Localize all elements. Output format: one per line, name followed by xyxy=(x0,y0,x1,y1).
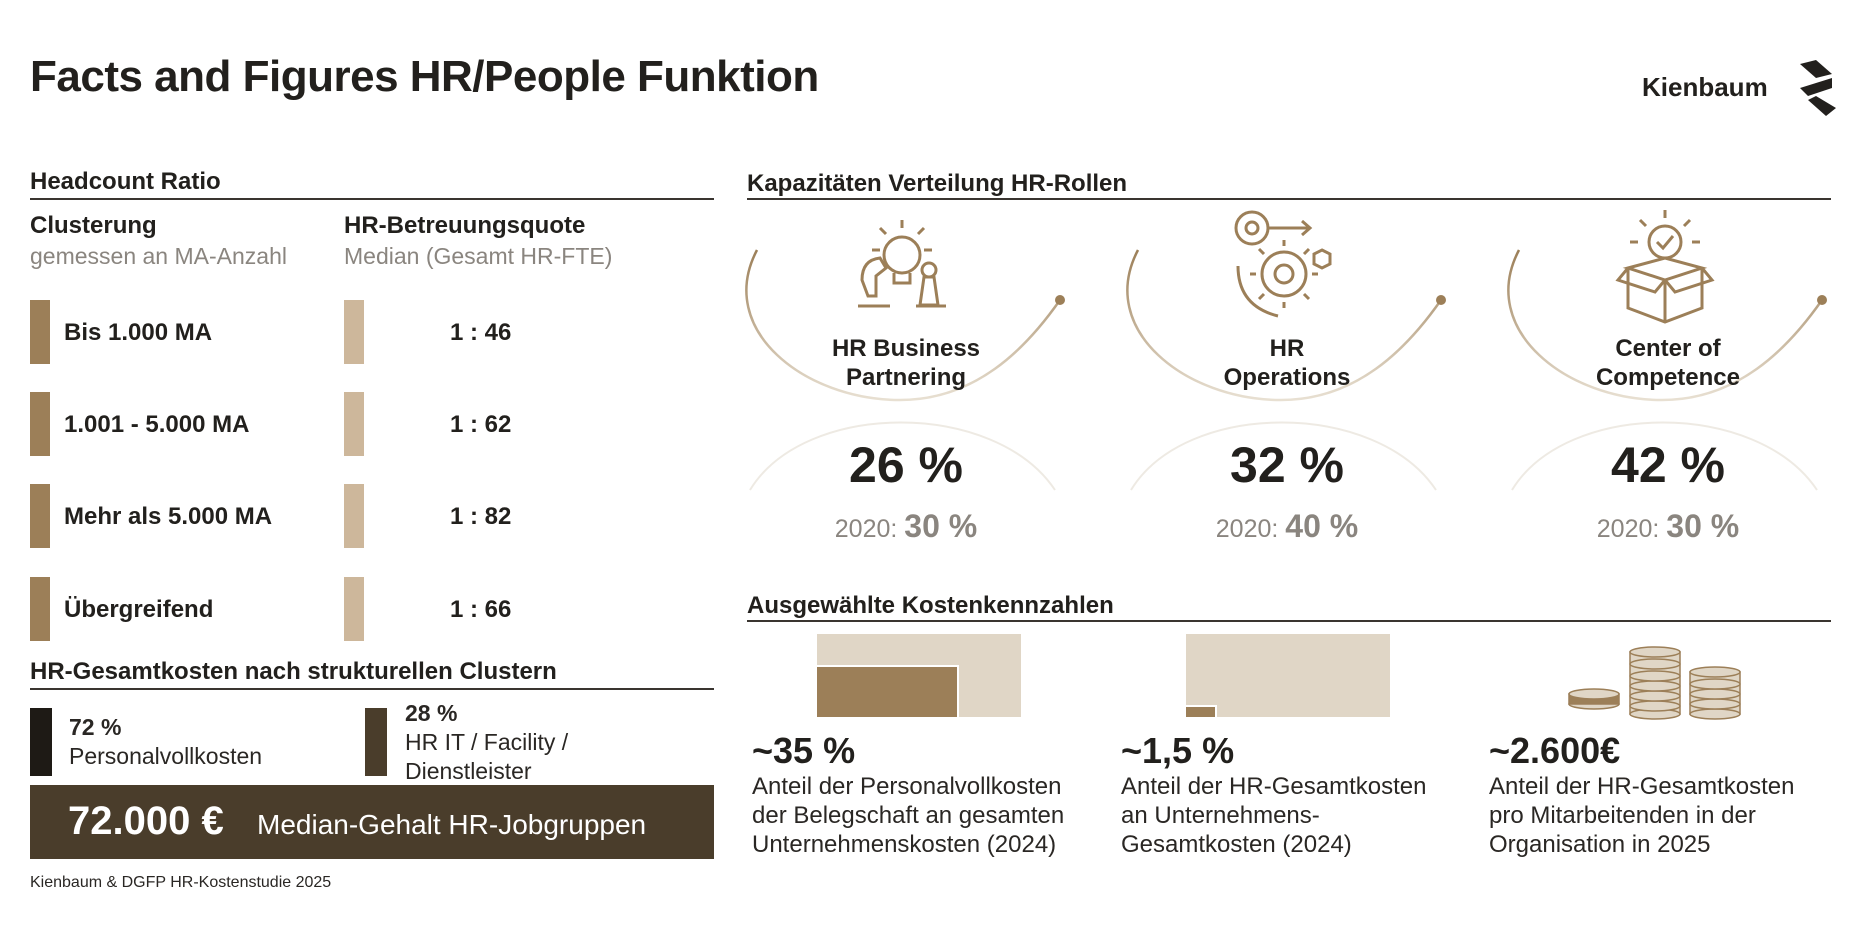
personalkosten-label: Personalvollkosten xyxy=(69,743,263,769)
ratio-bar xyxy=(344,484,364,548)
cost-description: Anteil der HR-Gesamtkosten an Unternehme… xyxy=(1121,772,1461,859)
cost-desc-line: der Belegschaft an gesamten xyxy=(752,802,1065,829)
source-note: Kienbaum & DGFP HR-Kostenstudie 2025 xyxy=(30,874,332,891)
share-fill xyxy=(1186,705,1217,717)
divider xyxy=(747,620,1831,622)
row-label: Übergreifend xyxy=(64,596,214,623)
gesamtkosten-heading: HR-Gesamtkosten nach strukturellen Clust… xyxy=(30,658,557,685)
role-percentage: 42 % xyxy=(1611,437,1725,493)
ratio-value: 1 : 82 xyxy=(450,503,512,530)
role-arc xyxy=(1507,240,1837,515)
role-title-line2: Partnering xyxy=(845,364,967,391)
salary-label: Median-Gehalt HR-Jobgruppen xyxy=(257,809,647,840)
cost-desc-line: Anteil der Personalvollkosten xyxy=(752,773,1062,800)
kienbaum-logo-icon xyxy=(1796,60,1836,121)
prev-value: 30 % xyxy=(904,508,978,544)
cost-desc-line: pro Mitarbeitenden in der xyxy=(1489,802,1756,829)
row-bar xyxy=(30,300,50,364)
role-previous: 2020: 30 % xyxy=(1548,508,1788,545)
costs-heading: Ausgewählte Kostenkennzahlen xyxy=(747,592,1114,619)
row-bar xyxy=(30,484,50,548)
prev-label: 2020: xyxy=(1596,515,1660,543)
cost-value: ~35 % xyxy=(752,730,856,771)
divider xyxy=(747,198,1831,200)
it-facility-label-2: Dienstleister xyxy=(405,758,532,784)
prev-label: 2020: xyxy=(834,515,898,543)
divider xyxy=(30,198,714,200)
cost-value: ~2.600€ xyxy=(1489,730,1621,771)
row-label: Bis 1.000 MA xyxy=(64,319,213,346)
brand-name: Kienbaum xyxy=(1642,72,1768,102)
prev-value: 30 % xyxy=(1666,508,1740,544)
salary-banner: 72.000 € Median-Gehalt HR-Jobgruppen xyxy=(30,785,714,859)
headcount-heading: Headcount Ratio xyxy=(30,168,221,195)
divider xyxy=(30,688,714,690)
share-chart xyxy=(817,634,1021,717)
row-label: Mehr als 5.000 MA xyxy=(64,503,273,530)
col1-subtitle: gemessen an MA-Anzahl xyxy=(30,243,287,269)
role-title: HR Operations xyxy=(1167,334,1407,392)
role-percentage: 32 % xyxy=(1230,437,1344,493)
role-previous: 2020: 40 % xyxy=(1167,508,1407,545)
row-bar xyxy=(30,392,50,456)
page-title: Facts and Figures HR/People Funktion xyxy=(30,52,819,101)
personalkosten-pct: 72 % xyxy=(69,714,122,740)
col2-subtitle: Median (Gesamt HR-FTE) xyxy=(344,243,613,269)
role-previous: 2020: 30 % xyxy=(786,508,1026,545)
ratio-value: 1 : 46 xyxy=(450,319,512,346)
cost-desc-line: Anteil der HR-Gesamtkosten xyxy=(1121,773,1427,800)
coins-icon xyxy=(1568,644,1748,729)
cost-desc-line: Anteil der HR-Gesamtkosten xyxy=(1489,773,1795,800)
cost-description: Anteil der Personalvollkosten der Belegs… xyxy=(752,772,1092,859)
prev-label: 2020: xyxy=(1215,515,1279,543)
salary-value: 72.000 € xyxy=(68,799,224,843)
idea-chess-icon xyxy=(852,210,952,325)
role-arc xyxy=(1126,240,1456,515)
ratio-bar xyxy=(344,300,364,364)
role-title-line1: Center of xyxy=(1615,335,1721,362)
row-bar xyxy=(30,577,50,641)
it-facility-label: HR IT / Facility / xyxy=(405,729,569,755)
col2-title: HR-Betreuungsquote xyxy=(344,212,586,239)
ratio-value: 1 : 66 xyxy=(450,596,512,623)
it-facility-pct: 28 % xyxy=(405,700,458,726)
cost-desc-line: Gesamtkosten (2024) xyxy=(1121,831,1352,858)
it-facility-bar xyxy=(365,708,387,776)
gear-process-icon xyxy=(1224,206,1344,331)
role-arc xyxy=(745,240,1075,515)
role-title-line1: HR Business xyxy=(831,335,981,362)
prev-value: 40 % xyxy=(1285,508,1359,544)
col1-title: Clusterung xyxy=(30,212,157,239)
role-title: Center of Competence xyxy=(1548,334,1788,392)
cost-desc-line: an Unternehmens- xyxy=(1121,802,1320,829)
cost-value: ~1,5 % xyxy=(1121,730,1235,771)
cost-desc-line: Unternehmenskosten (2024) xyxy=(752,831,1057,858)
role-title-line2: Competence xyxy=(1595,364,1741,391)
ratio-value: 1 : 62 xyxy=(450,411,512,438)
capacities-heading: Kapazitäten Verteilung HR-Rollen xyxy=(747,170,1128,197)
share-fill xyxy=(817,665,959,717)
role-title: HR Business Partnering xyxy=(786,334,1026,392)
box-check-icon xyxy=(1610,206,1720,331)
row-label: 1.001 - 5.000 MA xyxy=(64,411,250,438)
ratio-bar xyxy=(344,392,364,456)
role-title-line2: Operations xyxy=(1223,364,1351,391)
role-percentage: 26 % xyxy=(849,437,963,493)
personalkosten-bar xyxy=(30,708,52,776)
ratio-bar xyxy=(344,577,364,641)
cost-description: Anteil der HR-Gesamtkosten pro Mitarbeit… xyxy=(1489,772,1829,859)
role-title-line1: HR xyxy=(1269,335,1305,362)
share-chart xyxy=(1186,634,1390,717)
cost-desc-line: Organisation in 2025 xyxy=(1489,831,1711,858)
